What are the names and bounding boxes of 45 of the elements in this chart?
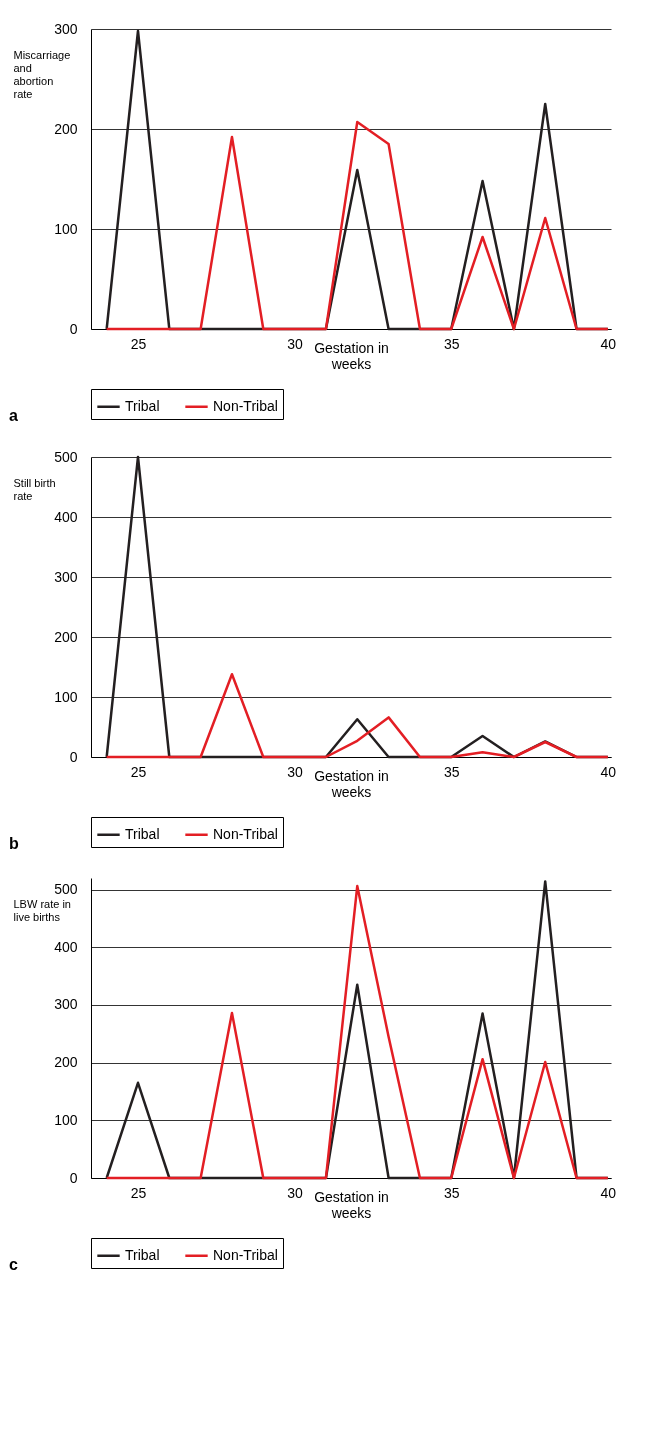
x-tick-label: 25: [130, 763, 147, 780]
legend-label: Non-Tribal: [213, 397, 278, 414]
y-tick-label: 100: [54, 1111, 78, 1128]
line-series: [105, 672, 610, 759]
y-tick-label: 200: [54, 628, 78, 645]
y-tick-label: 300: [54, 996, 78, 1013]
y-tick-label: 400: [54, 938, 78, 955]
legend-label: Non-Tribal: [213, 825, 278, 842]
x-tick-label: 30: [287, 1184, 304, 1201]
x-tick-label: 25: [130, 335, 147, 352]
legend-label: Tribal: [125, 1246, 160, 1263]
legend-label: Tribal: [125, 397, 160, 414]
x-tick-label: 40: [600, 763, 617, 780]
x-tick-label: 35: [443, 335, 460, 352]
y-tick-label: 0: [69, 748, 78, 765]
legend-label: Non-Tribal: [213, 1246, 278, 1263]
y-tick-label: 200: [54, 120, 78, 137]
text: b: [9, 835, 19, 852]
x-axis-title: Gestation in weeks: [314, 339, 389, 372]
y-tick-label: 0: [69, 1169, 78, 1186]
x-tick-label: 25: [130, 1184, 147, 1201]
y-axis-title: LBW rate in live births: [13, 897, 71, 923]
text: a: [9, 407, 18, 424]
line-series: [105, 120, 610, 331]
x-tick-label: 35: [443, 763, 460, 780]
x-axis-title: Gestation in weeks: [314, 1188, 389, 1221]
y-tick-label: 0: [69, 320, 78, 337]
x-tick-label: 35: [443, 1184, 460, 1201]
text: c: [9, 1256, 18, 1273]
y-tick-label: 500: [54, 448, 78, 465]
y-tick-label: 100: [54, 688, 78, 705]
y-tick-label: 500: [54, 881, 78, 898]
x-tick-label: 30: [287, 763, 304, 780]
y-tick-label: 400: [54, 508, 78, 525]
y-axis-title: Miscarriage and abortion rate: [13, 48, 71, 100]
x-tick-label: 40: [600, 335, 617, 352]
x-tick-label: 40: [600, 1184, 617, 1201]
y-axis-title: Still birth rate: [13, 476, 56, 502]
y-tick-label: 300: [54, 568, 78, 585]
y-tick-label: 200: [54, 1054, 78, 1071]
x-tick-label: 30: [287, 335, 304, 352]
y-tick-label: 100: [54, 220, 78, 237]
y-tick-label: 300: [54, 20, 78, 37]
legend-label: Tribal: [125, 825, 160, 842]
x-axis-title: Gestation in weeks: [314, 767, 389, 800]
